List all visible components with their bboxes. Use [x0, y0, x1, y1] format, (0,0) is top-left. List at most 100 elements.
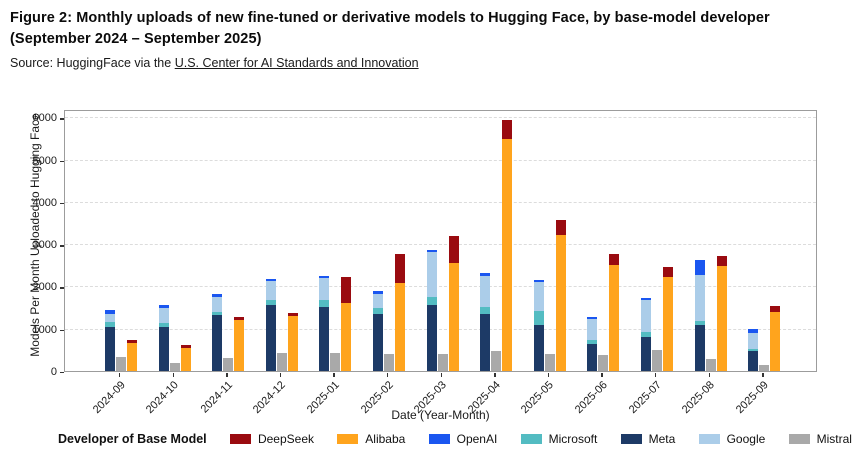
bar-segment-google [480, 275, 491, 308]
bar-group [372, 253, 406, 371]
gridline [65, 159, 816, 161]
bar-segment-deepseek [180, 345, 191, 349]
bar-alibaba-deepseek [448, 235, 459, 371]
legend-label: DeepSeek [257, 432, 314, 446]
bar-segment-openai [694, 260, 705, 275]
bar-mistral [116, 356, 126, 371]
bar-segment-mistral [276, 353, 287, 371]
y-tick-mark [60, 372, 64, 374]
bar-meta-microsoft-google-openai [319, 275, 330, 371]
x-tick-mark [601, 373, 603, 377]
bar-meta-microsoft-google-openai [158, 305, 169, 371]
bar-segment-alibaba [770, 312, 781, 371]
legend-title: Developer of Base Model [58, 432, 207, 446]
legend-item-google: Google [698, 432, 765, 446]
bar-segment-deepseek [716, 255, 727, 267]
bar-meta-microsoft-google-openai [694, 260, 705, 371]
x-tick-mark [279, 373, 282, 377]
bar-alibaba-deepseek [609, 253, 620, 371]
bar-segment-openai [426, 249, 437, 253]
bar-segment-microsoft [319, 299, 330, 307]
bar-mistral [169, 362, 180, 371]
bar-segment-openai [587, 316, 598, 320]
bar-segment-microsoft [480, 307, 491, 315]
bar-meta-microsoft-google-openai [212, 294, 223, 371]
bar-mistral [598, 354, 609, 371]
x-tick-mark [762, 373, 764, 377]
bar-segment-mistral [437, 354, 448, 371]
bar-segment-meta [694, 325, 705, 371]
y-tick-mark [60, 329, 64, 332]
bar-meta-microsoft-google-openai [587, 316, 598, 371]
bar-segment-google [641, 300, 651, 332]
bar-segment-openai [641, 297, 651, 301]
bar-segment-openai [533, 279, 544, 283]
bar-segment-microsoft [212, 312, 223, 315]
bar-segment-mistral [544, 353, 555, 371]
bar-segment-mistral [491, 351, 502, 371]
bar-segment-google [426, 252, 437, 297]
bar-segment-alibaba [716, 266, 727, 371]
bar-mistral [384, 353, 394, 371]
bar-segment-mistral [330, 352, 341, 371]
bar-alibaba-deepseek [287, 313, 298, 371]
bar-segment-deepseek [502, 119, 513, 139]
bar-group [479, 119, 513, 371]
bar-segment-meta [265, 305, 276, 371]
legend-swatch-deepseek [229, 434, 251, 444]
legend-swatch-microsoft [520, 434, 542, 444]
gridline [65, 328, 816, 330]
y-tick-label: 4000 [32, 196, 57, 209]
bar-segment-deepseek [770, 306, 781, 313]
bar-segment-google [587, 319, 598, 341]
legend-label: Meta [648, 432, 676, 446]
bar-segment-meta [641, 337, 651, 371]
source-line: Source: HuggingFace via the U.S. Center … [10, 56, 856, 70]
bar-group [104, 309, 138, 371]
legend-swatch-openai [428, 434, 450, 444]
bar-alibaba-deepseek [395, 253, 405, 371]
bar-alibaba-deepseek [127, 340, 137, 371]
x-tick-mark [708, 373, 710, 377]
bar-segment-meta [373, 313, 383, 371]
x-tick-mark [226, 373, 228, 377]
gridline [65, 201, 816, 203]
bar-segment-google [158, 308, 169, 323]
bar-segment-microsoft [158, 322, 169, 328]
bar-segment-deepseek [127, 340, 137, 344]
y-tick-mark [60, 160, 64, 163]
bar-segment-google [748, 332, 759, 349]
legend-label: Alibaba [365, 432, 406, 446]
source-prefix: Source: HuggingFace via the [10, 56, 175, 70]
x-axis-label: Date (Year-Month) [391, 408, 490, 422]
legend-swatch-meta [620, 434, 642, 444]
bar-segment-mistral [223, 358, 234, 371]
bar-segment-microsoft [587, 340, 598, 344]
bar-group [533, 219, 567, 371]
bar-segment-meta [212, 314, 223, 371]
bar-segment-meta [158, 327, 169, 371]
x-tick-mark [440, 373, 442, 377]
bar-segment-alibaba [234, 319, 245, 371]
bar-mistral [652, 349, 662, 371]
bar-segment-alibaba [609, 264, 620, 371]
bar-segment-microsoft [533, 311, 544, 325]
bar-meta-microsoft-google-openai [373, 291, 383, 371]
bar-meta-microsoft-google-openai [533, 279, 544, 371]
bar-segment-deepseek [234, 317, 245, 320]
bar-alibaba-deepseek [341, 276, 352, 371]
bar-segment-google [373, 293, 383, 308]
legend-item-mistral: Mistral [788, 432, 852, 446]
bar-segment-meta [319, 306, 330, 371]
source-link[interactable]: U.S. Center for AI Standards and Innovat… [174, 56, 419, 70]
bar-segment-openai [319, 275, 330, 278]
bar-segment-deepseek [341, 276, 352, 303]
legend-swatch-google [698, 434, 720, 444]
y-tick-label: 6000 [32, 112, 57, 125]
gridline [65, 244, 816, 246]
legend-item-microsoft: Microsoft [520, 432, 597, 446]
y-tick-label: 2000 [32, 281, 57, 294]
bar-segment-google [533, 282, 544, 312]
plot-area [64, 110, 817, 372]
